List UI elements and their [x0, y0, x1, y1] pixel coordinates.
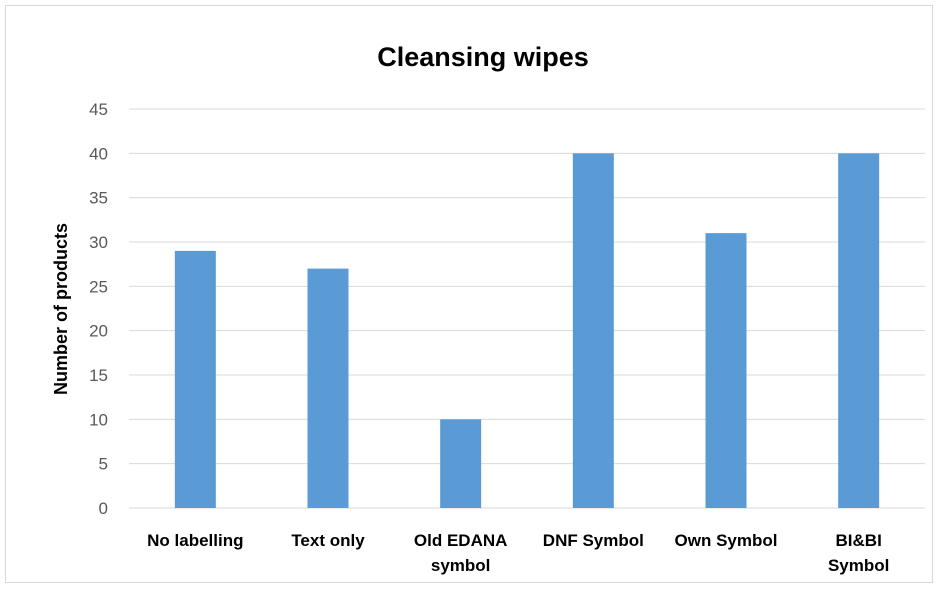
x-tick-label: Own Symbol — [675, 531, 778, 550]
y-tick-label: 0 — [99, 499, 108, 518]
y-tick-label: 10 — [89, 410, 108, 429]
x-tick-label: No labelling — [147, 531, 243, 550]
y-tick-label: 35 — [89, 189, 108, 208]
x-tick-label: BI&BI — [836, 531, 882, 550]
bars — [174, 153, 880, 509]
x-tick-label: DNF Symbol — [543, 531, 644, 550]
chart-title: Cleansing wipes — [377, 42, 589, 72]
y-tick-label: 5 — [99, 455, 108, 474]
bar — [440, 419, 482, 508]
y-tick-label: 20 — [89, 322, 108, 341]
y-tick-label: 45 — [89, 100, 108, 119]
x-tick-label: Symbol — [828, 556, 889, 575]
x-tick-label: Old EDANA — [414, 531, 508, 550]
y-tick-label: 40 — [89, 144, 108, 163]
y-tick-label: 30 — [89, 233, 108, 252]
bar — [572, 153, 614, 509]
gridlines — [129, 108, 925, 509]
x-tick-label: Text only — [291, 531, 365, 550]
bar — [307, 268, 349, 508]
bar — [705, 233, 747, 508]
x-axis-labels: No labelling Text only Old EDANA symbol DNF … — [147, 531, 889, 575]
y-axis-ticks: 0 5 10 15 20 25 30 35 40 45 — [89, 100, 108, 518]
x-tick-label: symbol — [431, 556, 491, 575]
y-axis-label: Number of products — [51, 223, 71, 395]
bar — [838, 153, 880, 509]
y-tick-label: 15 — [89, 366, 108, 385]
bar — [174, 250, 216, 508]
y-tick-label: 25 — [89, 277, 108, 296]
